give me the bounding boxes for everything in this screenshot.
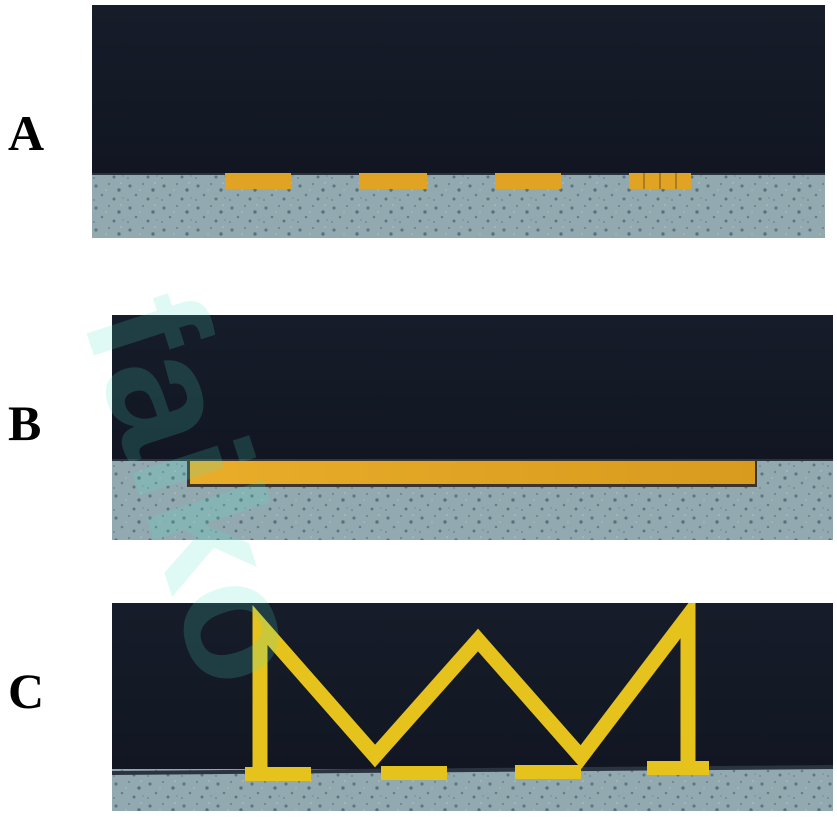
panel-label-c: C	[8, 663, 45, 719]
panel-label-a: A	[8, 105, 45, 161]
panel-b-image	[112, 315, 833, 540]
panel-c-image	[112, 603, 833, 811]
panel-a-image	[92, 5, 825, 238]
panel-label-b: B	[8, 395, 42, 451]
